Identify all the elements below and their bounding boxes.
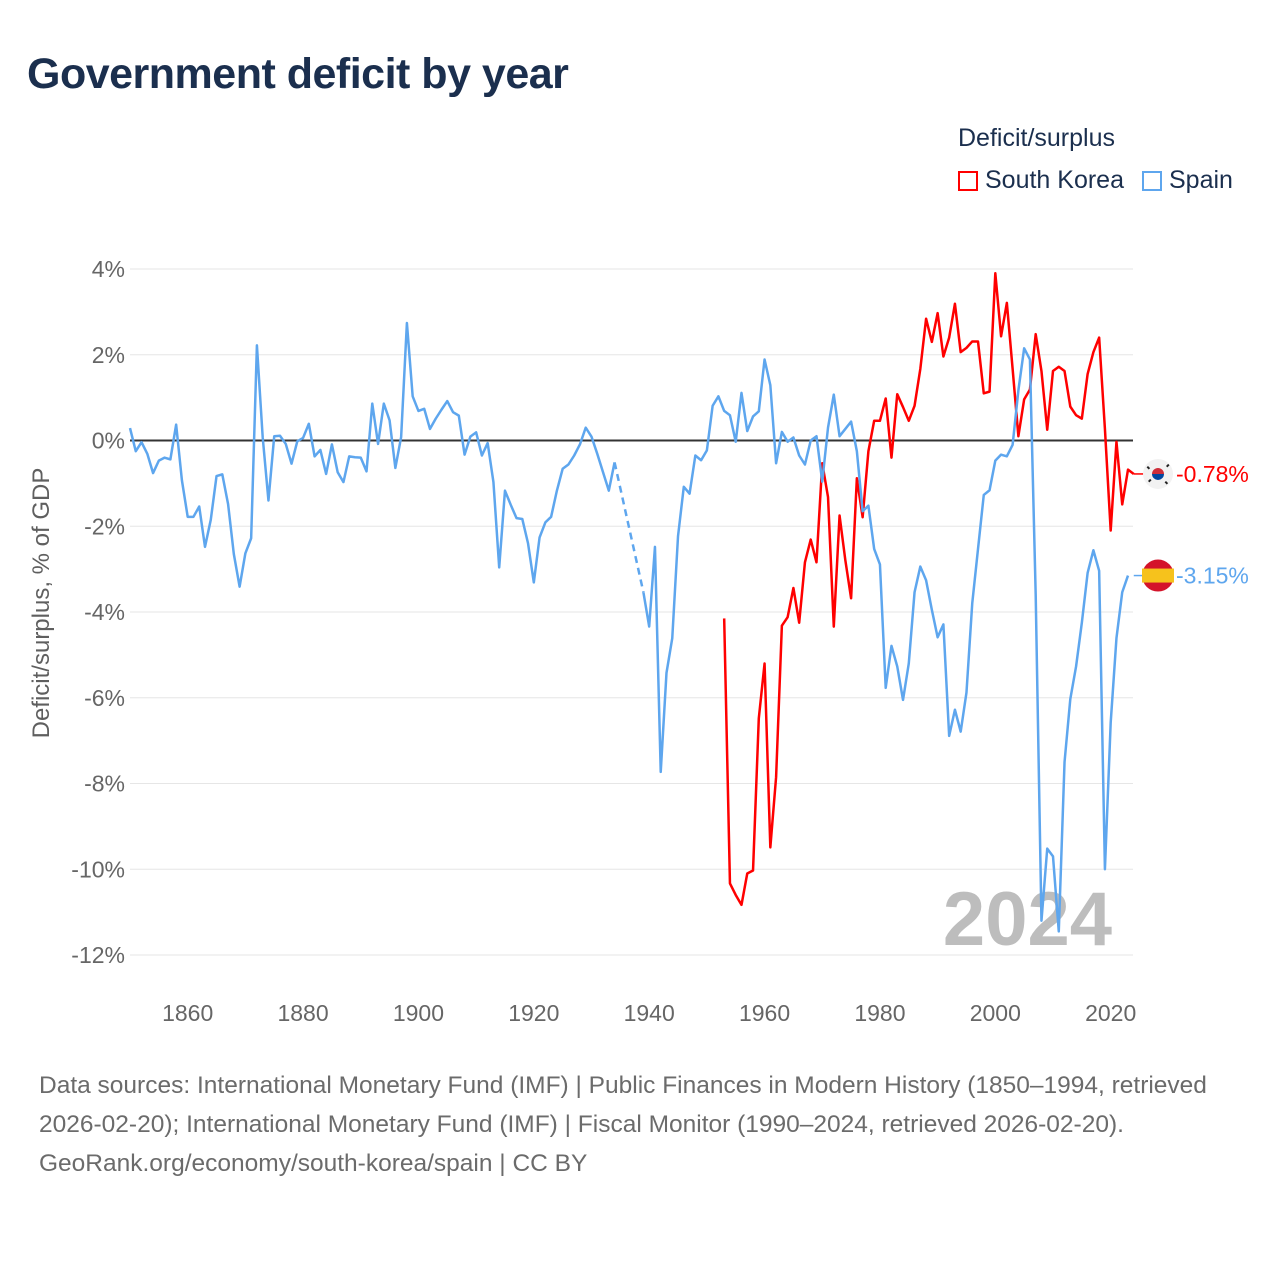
x-tick-label: 1860 bbox=[162, 1000, 213, 1026]
y-tick-label: 0% bbox=[92, 428, 125, 454]
x-tick-label: 1940 bbox=[624, 1000, 675, 1026]
legend-item-spain[interactable]: Spain bbox=[1142, 166, 1233, 195]
x-tick-label: 1980 bbox=[854, 1000, 905, 1026]
legend-label-south-korea: South Korea bbox=[985, 166, 1124, 194]
series-line-spain bbox=[642, 347, 1130, 933]
series-line-south-korea bbox=[722, 272, 1135, 907]
credit-link[interactable]: GeoRank.org/economy/south-korea/spain | … bbox=[39, 1150, 588, 1177]
legend-title: Deficit/surplus bbox=[958, 124, 1115, 152]
legend-swatch-south-korea bbox=[958, 170, 978, 191]
y-tick-label: 2% bbox=[92, 342, 125, 368]
legend-swatch-spain bbox=[1142, 170, 1162, 191]
x-tick-label: 2000 bbox=[970, 1000, 1021, 1026]
y-tick-label: 4% bbox=[92, 256, 125, 282]
y-tick-label: -8% bbox=[84, 771, 125, 797]
x-tick-label: 1960 bbox=[739, 1000, 790, 1026]
series-line-spain bbox=[128, 321, 616, 588]
spain-flag-icon bbox=[1142, 559, 1174, 592]
year-watermark: 2024 bbox=[943, 877, 1112, 962]
y-tick-label: -12% bbox=[71, 942, 125, 968]
page-title: Government deficit by year bbox=[27, 50, 569, 98]
trigram bbox=[1166, 463, 1170, 468]
legend: South Korea Spain bbox=[958, 166, 1233, 195]
trigram bbox=[1148, 478, 1152, 483]
x-tick-label: 1900 bbox=[393, 1000, 444, 1026]
y-tick-label: -10% bbox=[71, 856, 125, 882]
y-axis-title: Deficit/surplus, % of GDP bbox=[28, 467, 55, 739]
y-tick-label: -6% bbox=[84, 685, 125, 711]
taegeuk-blue bbox=[1152, 473, 1164, 480]
trigram bbox=[1164, 480, 1169, 485]
taegeuk-red bbox=[1152, 467, 1164, 474]
legend-item-south-korea[interactable]: South Korea bbox=[958, 166, 1124, 195]
x-tick-label: 1880 bbox=[277, 1000, 328, 1026]
footer: Data sources: International Monetary Fun… bbox=[39, 1066, 1239, 1183]
south-korea-flag-icon bbox=[1143, 458, 1173, 489]
y-tick-label: -4% bbox=[84, 599, 125, 625]
series-gap-spain bbox=[613, 462, 645, 593]
x-tick-label: 1920 bbox=[508, 1000, 559, 1026]
flag-yellow bbox=[1142, 568, 1174, 583]
legend-label-spain: Spain bbox=[1169, 166, 1233, 194]
line-chart: 4% 2% 0% -2% -4% -6% -8% -10% -12% 1860 1880 1900 19… bbox=[71, 256, 1249, 1026]
x-tick-label: 2020 bbox=[1085, 1000, 1136, 1026]
end-label-spain: -3.15% bbox=[1176, 563, 1249, 589]
data-sources: Data sources: International Monetary Fun… bbox=[39, 1072, 1207, 1138]
y-tick-label: -2% bbox=[84, 513, 125, 539]
end-label-south-korea: -0.78% bbox=[1176, 461, 1249, 487]
trigram bbox=[1146, 465, 1151, 470]
